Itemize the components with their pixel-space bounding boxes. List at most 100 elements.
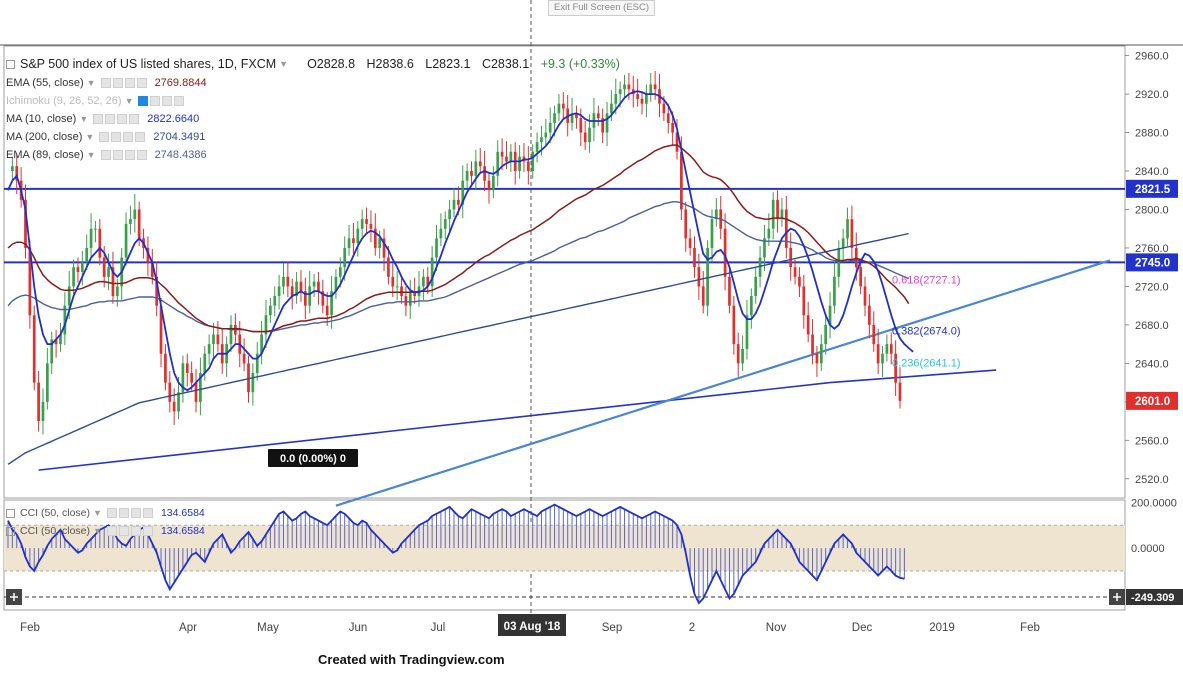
gear-icon[interactable]	[112, 78, 123, 88]
candle-body	[264, 315, 268, 335]
gear-icon[interactable]	[150, 96, 161, 106]
candle-body	[487, 180, 491, 191]
candle-body	[784, 209, 788, 248]
candle-body	[697, 267, 701, 287]
candle-body	[767, 228, 771, 239]
chevron-down-icon[interactable]: ▼	[86, 150, 96, 160]
eye-icon[interactable]	[93, 114, 104, 124]
candle-body	[308, 286, 312, 306]
indicator-row[interactable]: EMA (89, close) ▼ 2748.4386	[6, 146, 628, 164]
candle-body	[76, 267, 80, 272]
copy-icon[interactable]	[162, 96, 173, 106]
gear-icon[interactable]	[118, 508, 129, 518]
copy-icon[interactable]	[117, 114, 128, 124]
candle-body	[662, 103, 666, 114]
collapse-icon[interactable]	[6, 59, 15, 69]
candle-body	[155, 276, 159, 306]
close-icon[interactable]	[129, 114, 140, 124]
chevron-down-icon[interactable]: ▼	[79, 114, 89, 124]
indicator-row[interactable]: MA (10, close) ▼ 2822.6640	[6, 110, 628, 128]
candle-body	[701, 286, 705, 306]
candle-body	[815, 353, 819, 364]
gear-icon[interactable]	[118, 526, 129, 536]
close-icon[interactable]	[142, 526, 153, 536]
close-icon[interactable]	[142, 508, 153, 518]
candle-body	[124, 223, 128, 258]
ohlc-open: O2828.8	[307, 57, 356, 71]
candle-body	[330, 291, 333, 316]
copy-icon[interactable]	[124, 78, 135, 88]
eye-icon[interactable]	[106, 508, 117, 518]
collapse-icon[interactable]	[6, 526, 15, 536]
chevron-down-icon[interactable]: ▼	[86, 78, 96, 88]
close-icon[interactable]	[135, 132, 146, 142]
indicator-row[interactable]: MA (200, close) ▼ 2704.3491	[6, 128, 628, 146]
chevron-down-icon[interactable]: ▼	[93, 526, 102, 536]
chart-title: S&P 500 index of US listed shares, 1D, F…	[20, 57, 277, 71]
candle-body	[413, 291, 416, 297]
candle-body	[614, 94, 618, 104]
chevron-down-icon[interactable]: ▼	[279, 59, 289, 69]
copy-icon[interactable]	[123, 132, 134, 142]
candle-body	[72, 267, 75, 287]
candle-body	[736, 344, 740, 364]
ohlc-high: H2838.6	[366, 57, 414, 71]
x-tick-label: Feb	[1020, 622, 1040, 634]
indicator-label: EMA (55, close)	[6, 77, 84, 89]
copy-icon[interactable]	[130, 508, 141, 518]
candle-body	[741, 348, 744, 364]
close-icon[interactable]	[136, 150, 147, 160]
candle-body	[164, 353, 167, 383]
candle-body	[859, 267, 862, 287]
eye-icon[interactable]	[100, 78, 111, 88]
x-tick-label: May	[257, 622, 279, 634]
gear-icon[interactable]	[111, 132, 122, 142]
candle-body	[203, 353, 207, 373]
candle-body	[277, 286, 281, 297]
eye-icon[interactable]	[138, 96, 149, 106]
candle-body	[146, 247, 150, 263]
candle-body	[811, 334, 814, 354]
copy-icon[interactable]	[130, 526, 141, 536]
candle-body	[282, 276, 285, 287]
eye-icon[interactable]	[106, 526, 117, 536]
candle-body	[32, 315, 36, 383]
candle-body	[190, 372, 193, 383]
close-icon[interactable]	[136, 78, 147, 88]
indicator-value: 2822.6640	[147, 113, 200, 125]
candle-body	[159, 305, 163, 354]
exit-full-screen-button[interactable]: Exit Full Screen (ESC)	[548, 0, 656, 16]
candle-body	[273, 296, 277, 306]
oscillator-row[interactable]: CCI (50, close) ▼ 134.6584	[6, 522, 205, 540]
candle-body	[422, 276, 425, 287]
price-axis-label: 2601.0	[1135, 396, 1170, 408]
eye-icon[interactable]	[100, 150, 111, 160]
chevron-down-icon[interactable]: ▼	[124, 96, 134, 106]
close-icon[interactable]	[174, 96, 185, 106]
candle-body	[98, 228, 102, 258]
candle-body	[67, 286, 71, 306]
candle-body	[526, 161, 530, 172]
osc-crosshair-label: -249.309	[1131, 592, 1174, 604]
eye-icon[interactable]	[99, 132, 110, 142]
indicator-row[interactable]: Ichimoku (9, 26, 52, 26) ▼	[6, 92, 628, 110]
candle-body	[172, 401, 176, 412]
indicator-row[interactable]: EMA (55, close) ▼ 2769.8844	[6, 74, 628, 92]
candle-body	[649, 84, 653, 95]
grid-layer	[0, 44, 1183, 611]
gear-icon[interactable]	[105, 114, 116, 124]
collapse-icon[interactable]	[6, 508, 15, 518]
candle-body	[793, 267, 797, 277]
gear-icon[interactable]	[112, 150, 123, 160]
ema89-line	[7, 201, 909, 333]
oscillator-row[interactable]: CCI (50, close) ▼ 134.6584	[6, 504, 205, 522]
candle-body	[94, 228, 97, 230]
copy-icon[interactable]	[124, 150, 135, 160]
indicator-legend: S&P 500 index of US listed shares, 1D, F…	[6, 54, 628, 164]
candle-body	[789, 247, 793, 268]
ma10-line	[7, 90, 914, 392]
oscillator-legend: CCI (50, close) ▼ 134.6584 CCI (50, clos…	[6, 504, 205, 540]
chevron-down-icon[interactable]: ▼	[93, 508, 102, 518]
chevron-down-icon[interactable]: ▼	[85, 132, 95, 142]
